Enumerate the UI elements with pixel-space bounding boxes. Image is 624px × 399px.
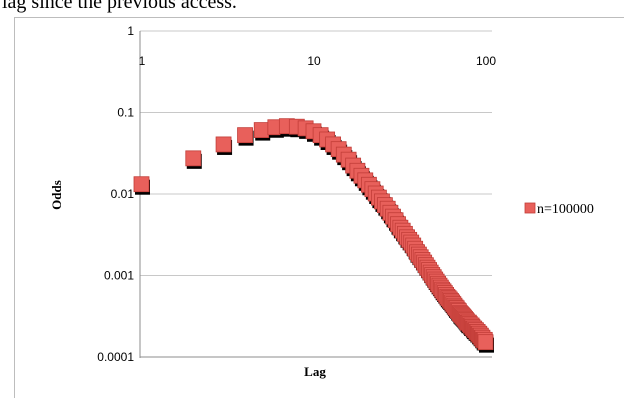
tick-labels: 1 0.1 0.01 0.001 0.0001 1 10 100 [97,24,496,364]
data-points [133,118,494,353]
chart-area: 1 0.1 0.01 0.001 0.0001 1 10 100 Odds Lag n=100… [14,17,624,398]
data-point [237,127,253,144]
legend-marker [524,202,536,214]
y-tick-label: 0.01 [111,187,135,201]
y-tick-label: 0.0001 [97,350,134,364]
data-point [215,136,232,153]
data-point [477,334,494,351]
legend-label: n=100000 [537,202,594,217]
x-axis-title: Lag [304,364,326,379]
data-point [253,122,270,138]
x-tick-label: 10 [307,54,321,68]
y-axis-title: Odds [49,180,64,210]
x-tick-label: 1 [139,54,146,68]
y-tick-label: 0.1 [117,106,134,120]
gridlines [140,30,492,358]
data-point [185,150,202,167]
x-tick-label: 100 [476,54,496,68]
caption-text: lag since the previous access. [2,0,237,13]
data-point [133,176,150,193]
y-tick-label: 1 [127,24,134,38]
odds-vs-lag-chart: 1 0.1 0.01 0.001 0.0001 1 10 100 Odds Lag n=100… [49,24,594,379]
y-tick-label: 0.001 [104,269,134,283]
legend: n=100000 [524,202,594,217]
